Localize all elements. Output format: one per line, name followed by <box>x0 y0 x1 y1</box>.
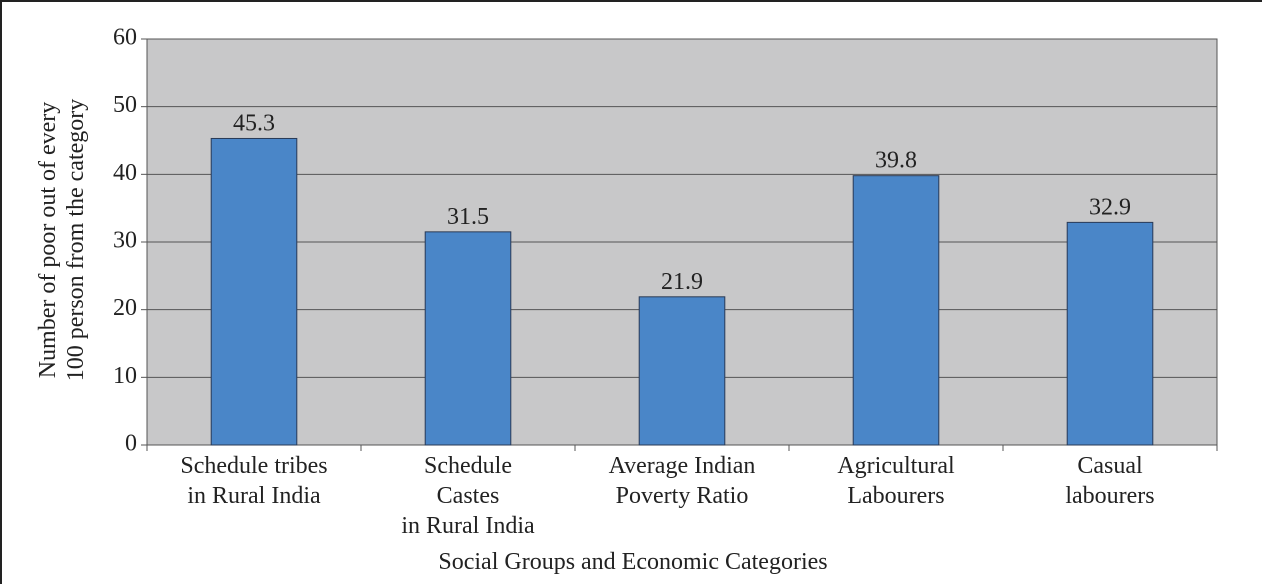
x-tick-label: Schedule tribes in Rural India <box>180 453 328 509</box>
bar <box>852 175 940 446</box>
y-tick-label: 0 <box>125 431 137 457</box>
y-tick-label: 30 <box>113 228 137 254</box>
bar <box>1066 221 1154 446</box>
x-tick-label: Schedule Castes in Rural India <box>401 453 535 539</box>
x-axis-title: Social Groups and Economic Categories <box>438 549 828 575</box>
bar <box>210 137 298 446</box>
y-tick-label: 10 <box>113 363 137 389</box>
bar <box>424 231 512 446</box>
x-tick-label: Casual labourers <box>1065 453 1155 509</box>
y-tick-label: 60 <box>113 25 137 51</box>
bar <box>638 296 726 446</box>
data-label: 32.9 <box>1089 194 1131 220</box>
y-tick-label: 50 <box>113 92 137 118</box>
data-label: 21.9 <box>661 269 703 295</box>
y-axis-title: Number of poor out of every 100 person f… <box>35 98 89 382</box>
data-label: 31.5 <box>447 204 489 230</box>
y-tick-label: 40 <box>113 160 137 186</box>
y-tick-label: 20 <box>113 295 137 321</box>
x-tick-label: Average Indian Poverty Ratio <box>608 453 756 509</box>
data-label: 39.8 <box>875 148 917 174</box>
x-tick-label: Agricultural Labourers <box>837 453 955 509</box>
data-label: 45.3 <box>233 110 275 136</box>
